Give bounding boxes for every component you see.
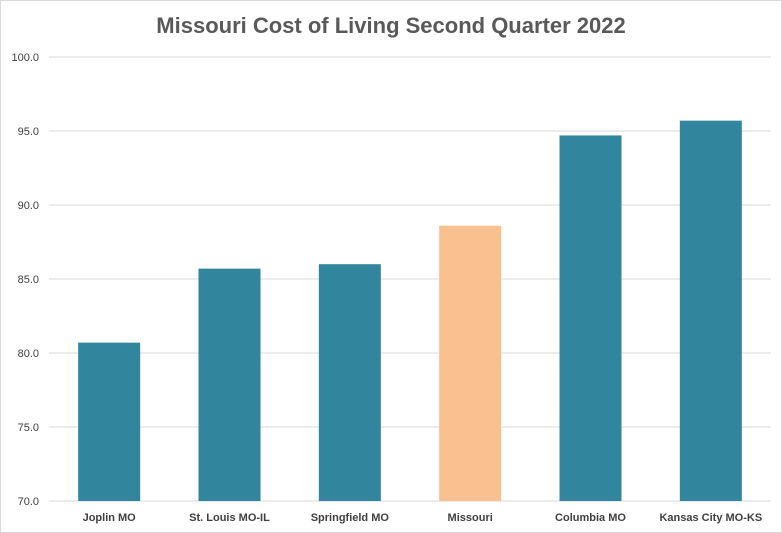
- bar: [318, 264, 381, 501]
- x-tick-label: St. Louis MO-IL: [189, 512, 270, 524]
- y-tick-label: 95.0: [18, 126, 39, 138]
- chart-title: Missouri Cost of Living Second Quarter 2…: [156, 13, 626, 38]
- y-tick-label: 85.0: [18, 274, 39, 286]
- x-tick-label: Kansas City MO-KS: [659, 512, 762, 524]
- bar: [679, 120, 742, 501]
- y-tick-label: 90.0: [18, 200, 39, 212]
- bar: [78, 342, 141, 501]
- y-tick-label: 70.0: [18, 496, 39, 508]
- x-tick-label: Springfield MO: [311, 512, 390, 524]
- x-tick-label: Columbia MO: [555, 512, 626, 524]
- bar: [439, 225, 502, 501]
- y-tick-label: 75.0: [18, 422, 39, 434]
- x-tick-label: Joplin MO: [83, 512, 137, 524]
- x-tick-label: Missouri: [448, 512, 493, 524]
- y-tick-label: 100.0: [11, 52, 39, 64]
- bar: [559, 135, 622, 501]
- y-tick-label: 80.0: [18, 348, 39, 360]
- bar: [198, 268, 261, 501]
